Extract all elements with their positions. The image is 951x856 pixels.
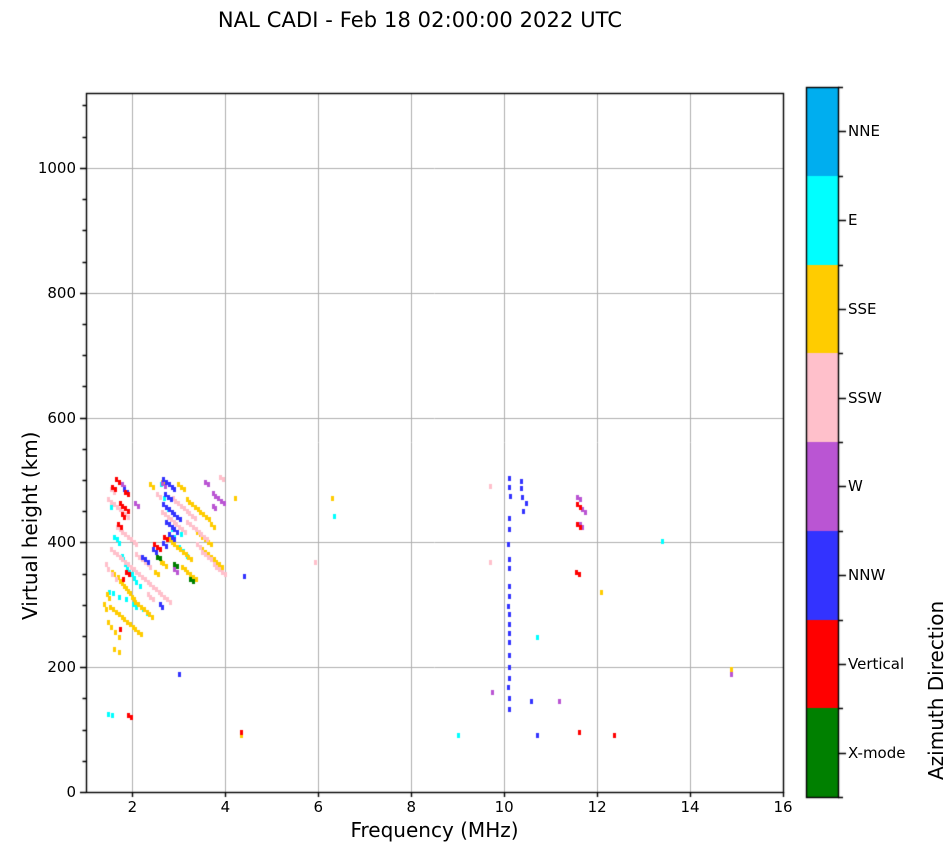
y-axis-label: Virtual height (km) <box>18 431 42 621</box>
y-tick-label: 800 <box>47 283 76 302</box>
colorbar-tick-label: X-mode <box>848 743 906 762</box>
page-title: NAL CADI - Feb 18 02:00:00 2022 UTC <box>217 8 623 32</box>
y-tick-label: 600 <box>47 408 76 427</box>
x-tick-label: 10 <box>494 798 514 816</box>
colorbar-tick-label: E <box>848 211 858 230</box>
colorbar-label: Azimuth Direction <box>924 600 948 780</box>
colorbar-tick-label: NNW <box>848 566 886 585</box>
colorbar-tick-label: Vertical <box>848 654 905 673</box>
colorbar-tick-label: SSW <box>848 388 882 407</box>
colorbar-tick-label: SSE <box>848 299 877 318</box>
colorbar-tick-label: W <box>848 477 863 496</box>
x-axis-label: Frequency (MHz) <box>350 818 519 842</box>
y-tick-label: 1000 <box>37 158 76 177</box>
x-tick-label: 6 <box>313 798 324 816</box>
x-tick-label: 12 <box>587 798 607 816</box>
x-tick-label: 4 <box>220 798 231 816</box>
y-tick-label: 0 <box>66 783 76 801</box>
x-tick-label: 2 <box>127 798 138 816</box>
x-tick-label: 14 <box>680 798 700 816</box>
y-tick-label: 400 <box>47 533 76 552</box>
y-tick-label: 200 <box>47 658 76 677</box>
colorbar-tick-label: NNE <box>848 122 880 141</box>
x-tick-label: 8 <box>406 798 417 816</box>
x-tick-label: 16 <box>773 798 793 816</box>
